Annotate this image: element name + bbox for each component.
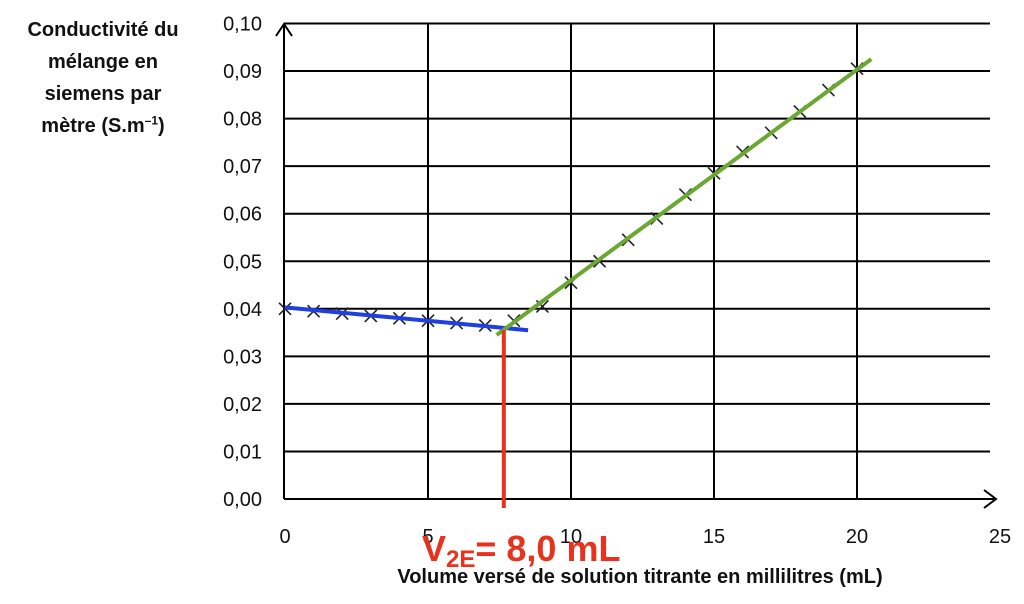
y-axis-label-line-3: siemens par: [44, 83, 162, 105]
annotation-v: V: [422, 528, 446, 569]
y-axis-label-unit: mètre (S.m: [41, 115, 145, 137]
y-tick-label: 0,01: [223, 441, 262, 463]
x-tick-labels: 0 5 10 15 20 25: [279, 526, 1011, 548]
annotation-value: = 8,0 mL: [475, 528, 620, 569]
y-axis-label-exponent: –1: [144, 113, 159, 128]
y-tick-label: 0,10: [223, 14, 262, 36]
annotation-subscript: 2E: [446, 546, 475, 573]
x-axis-arrow: [983, 489, 998, 509]
y-tick-label: 0,07: [223, 156, 262, 178]
fit-lines: [284, 57, 873, 337]
x-tick-label: 10: [560, 526, 582, 548]
y-tick-label: 0,02: [223, 394, 262, 416]
y-tick-label: 0,04: [223, 299, 262, 321]
x-tick-label: 20: [846, 526, 868, 548]
axes: [275, 22, 998, 509]
y-axis-arrow: [275, 22, 293, 37]
y-tick-label: 0,00: [223, 489, 262, 511]
y-axis-label: Conductivité du mélange en siemens par m…: [8, 14, 198, 142]
y-tick-label: 0,05: [223, 251, 262, 273]
data-point-stroke: [535, 299, 549, 313]
y-tick-label: 0,03: [223, 346, 262, 368]
y-axis-label-line-1: Conductivité du: [27, 19, 179, 41]
equivalence-annotation: V2E= 8,0 mL: [422, 528, 620, 573]
y-tick-label: 0,06: [223, 204, 262, 226]
y-tick-labels: 0,00 0,01 0,02 0,03 0,04 0,05 0,06 0,07 0,08 0,09…: [223, 14, 262, 512]
y-axis-label-line-4: mètre (S.m–1): [8, 110, 198, 142]
grid: [284, 22, 990, 499]
x-tick-label: 15: [703, 526, 725, 548]
y-tick-label: 0,08: [223, 109, 262, 131]
x-tick-label: 0: [279, 526, 290, 548]
x-tick-label: 25: [989, 526, 1011, 548]
y-axis-label-close: ): [158, 115, 165, 137]
fit-line: [495, 57, 873, 337]
y-tick-label: 0,09: [223, 61, 262, 83]
x-tick-label: 5: [422, 526, 433, 548]
y-axis-label-line-2: mélange en: [47, 51, 159, 73]
fit-line: [284, 305, 529, 333]
x-axis-label: Volume versé de solution titrante en mil…: [397, 566, 882, 588]
